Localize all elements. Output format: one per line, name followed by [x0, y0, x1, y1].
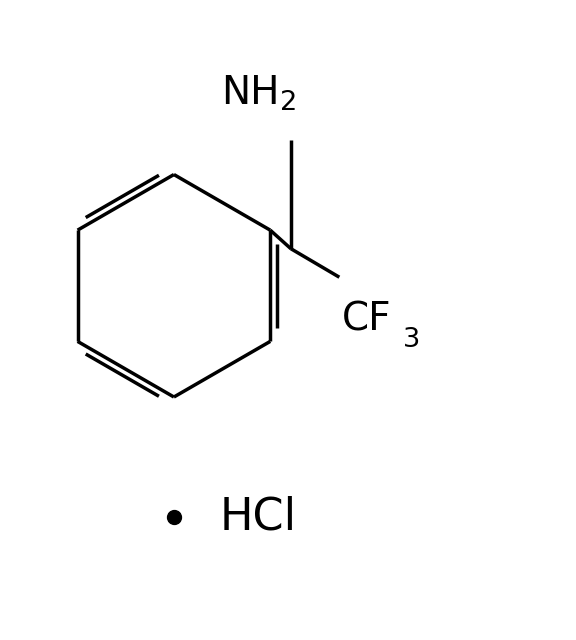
Text: $_2$: $_2$: [279, 74, 297, 112]
Text: $_3$: $_3$: [402, 312, 419, 349]
Text: NH: NH: [221, 74, 279, 112]
Text: HCl: HCl: [219, 495, 297, 538]
Text: CF: CF: [342, 300, 392, 338]
